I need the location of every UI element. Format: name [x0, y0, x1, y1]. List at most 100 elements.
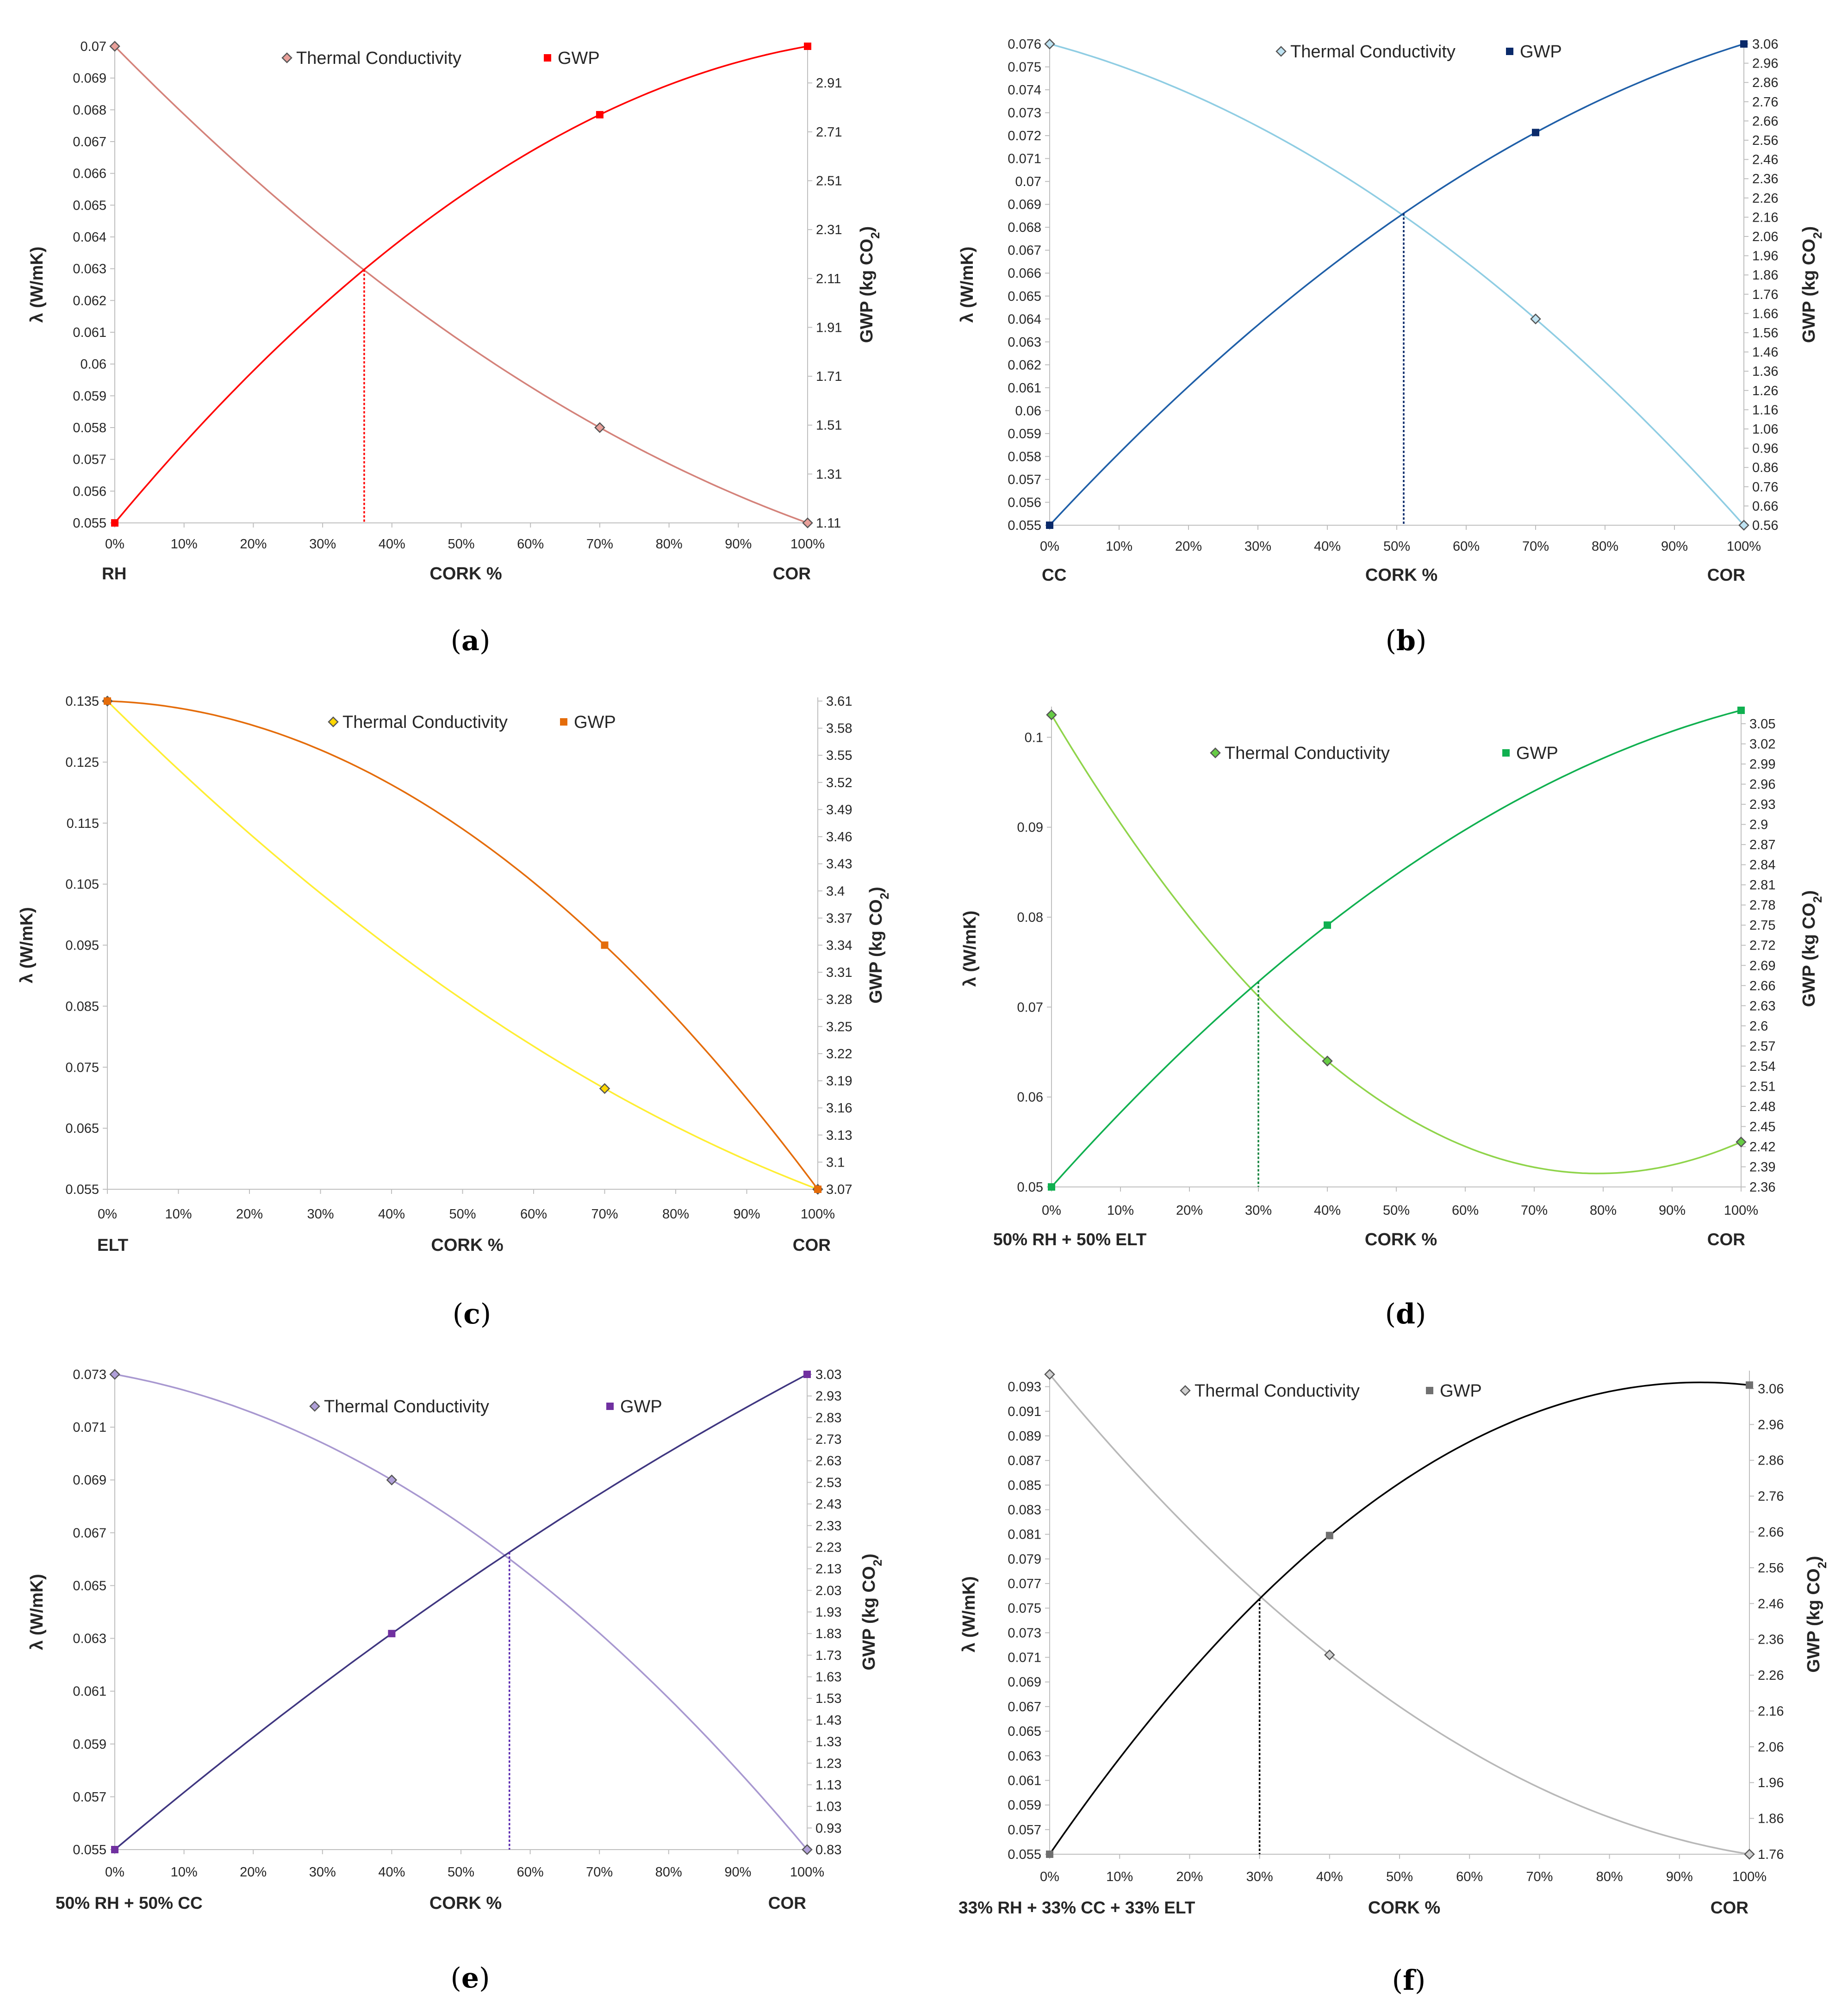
x-tick-label: 40% — [1316, 1869, 1343, 1884]
x-axis-title: CORK % — [429, 1894, 502, 1913]
x-tick-label: 60% — [517, 1865, 544, 1880]
right-tick-label: 2.91 — [816, 76, 842, 91]
right-tick-label: 3.16 — [826, 1101, 852, 1116]
left-tick-label: 0.074 — [1008, 83, 1041, 98]
right-tick-label: 2.96 — [1749, 777, 1775, 792]
x-tick-label: 90% — [724, 1865, 751, 1880]
thermal-conductivity-point — [1044, 38, 1055, 50]
thermal-conductivity-point — [1744, 1849, 1755, 1860]
x-tick-label: 50% — [1386, 1869, 1413, 1884]
x-tick-label: 50% — [1383, 539, 1410, 554]
left-tick-label: 0.065 — [1008, 1724, 1041, 1739]
left-tick-label: 0.067 — [73, 1526, 106, 1540]
right-tick-label: 2.83 — [815, 1410, 841, 1425]
thermal-conductivity-point — [1736, 1137, 1747, 1148]
x-tick-label: 70% — [1526, 1869, 1553, 1884]
x-tick-label: 20% — [1176, 1203, 1203, 1218]
left-tick-label: 0.061 — [73, 1684, 106, 1699]
gwp-point — [111, 519, 118, 527]
x-tick-label: 10% — [1106, 539, 1132, 554]
left-tick-label: 0.065 — [73, 1578, 106, 1593]
thermal-conductivity-series-line — [1051, 714, 1742, 1174]
left-corner-label: 50% RH + 50% ELT — [993, 1230, 1147, 1249]
right-tick-label: 0.56 — [1752, 518, 1778, 533]
x-tick-label: 40% — [1314, 539, 1341, 554]
legend-thermal-marker — [281, 52, 292, 63]
x-tick-label: 100% — [1724, 1203, 1758, 1218]
right-tick-label: 2.45 — [1749, 1119, 1775, 1134]
panel-caption-letter: b — [1396, 625, 1416, 657]
right-tick-label: 2.63 — [1749, 999, 1775, 1013]
left-tick-label: 0.056 — [1008, 495, 1041, 510]
gwp-point — [601, 941, 609, 949]
panel-caption-open: ( — [1392, 1964, 1403, 1997]
left-tick-label: 0.059 — [1008, 1798, 1041, 1813]
right-tick-label: 1.96 — [1752, 249, 1778, 264]
right-tick-label: 2.9 — [1749, 818, 1768, 832]
right-tick-label: 2.66 — [1749, 979, 1775, 994]
right-tick-label: 2.31 — [816, 223, 842, 237]
x-tick-label: 100% — [801, 1207, 835, 1222]
right-tick-label: 3.52 — [826, 776, 852, 790]
panel-caption-letter: d — [1396, 1298, 1415, 1330]
x-tick-label: 90% — [725, 537, 752, 552]
panel-caption-close: ) — [480, 1298, 491, 1330]
legend-gwp-marker — [1426, 1387, 1433, 1394]
left-tick-label: 0.087 — [1008, 1453, 1041, 1468]
thermal-conductivity-point — [109, 1369, 120, 1380]
right-tick-label: 0.96 — [1752, 441, 1778, 456]
x-tick-label: 70% — [586, 1865, 613, 1880]
panel-caption-letter: e — [461, 1962, 479, 1994]
x-tick-label: 30% — [1244, 539, 1271, 554]
left-tick-label: 0.06 — [1017, 1090, 1043, 1105]
right-tick-label: 3.31 — [826, 965, 852, 980]
left-corner-label: ELT — [97, 1236, 129, 1255]
right-corner-label: COR — [1707, 565, 1745, 584]
x-tick-label: 100% — [790, 1865, 824, 1880]
legend-thermal-label: Thermal Conductivity — [1290, 42, 1456, 62]
left-axis-title: λ (W/mK) — [959, 1576, 979, 1652]
legend-thermal-label: Thermal Conductivity — [342, 713, 508, 732]
right-axis-title-sub: 2 — [1811, 896, 1824, 902]
left-tick-label: 0.095 — [65, 938, 99, 953]
left-corner-label: 50% RH + 50% CC — [56, 1894, 203, 1913]
right-tick-label: 2.73 — [815, 1432, 841, 1447]
right-tick-label: 2.63 — [815, 1454, 841, 1469]
chart-svg-e: 0.055 0.057 0.059 0.061 0.063 0.065 0.067 0.069… — [27, 1367, 884, 1994]
right-tick-label: 1.06 — [1752, 422, 1778, 437]
right-tick-label: 3.07 — [826, 1182, 852, 1197]
gwp-series-line — [107, 700, 819, 1190]
x-tick-label: 90% — [1661, 539, 1688, 554]
panel-caption: (a) — [451, 625, 491, 657]
right-axis-title-sub: 2 — [868, 232, 882, 238]
legend-gwp-marker — [606, 1403, 614, 1410]
right-axis-title: GWP (kg CO2) — [866, 887, 891, 1003]
legend-gwp-marker — [544, 54, 551, 62]
x-tick-label: 90% — [1659, 1203, 1686, 1218]
left-tick-label: 0.079 — [1008, 1552, 1041, 1567]
panel-caption: (c) — [453, 1298, 491, 1330]
right-tick-label: 2.48 — [1749, 1099, 1775, 1114]
x-tick-label: 60% — [1456, 1869, 1483, 1884]
x-tick-label: 0% — [1040, 1869, 1059, 1884]
right-axis-title-main: GWP (kg CO — [859, 1566, 879, 1670]
left-tick-label: 0.058 — [73, 421, 106, 435]
gwp-series-line — [1051, 709, 1742, 1188]
right-axis-title-close: ) — [1799, 890, 1819, 896]
left-tick-label: 0.062 — [1008, 358, 1041, 373]
right-tick-label: 3.4 — [826, 884, 845, 899]
right-tick-label: 1.56 — [1752, 326, 1778, 341]
right-tick-label: 2.76 — [1752, 95, 1778, 110]
thermal-conductivity-series-line — [106, 700, 818, 1190]
x-tick-label: 70% — [591, 1207, 618, 1222]
left-tick-label: 0.115 — [67, 816, 99, 831]
left-tick-label: 0.081 — [1008, 1528, 1041, 1542]
left-tick-label: 0.055 — [1008, 518, 1041, 533]
gwp-point — [1324, 921, 1331, 929]
right-tick-label: 0.86 — [1752, 460, 1778, 475]
right-tick-label: 3.43 — [826, 857, 852, 872]
left-tick-label: 0.057 — [73, 453, 106, 467]
legend-gwp-label: GWP — [1516, 744, 1558, 763]
x-tick-label: 70% — [586, 537, 613, 552]
right-axis-title-sub: 2 — [877, 893, 891, 899]
